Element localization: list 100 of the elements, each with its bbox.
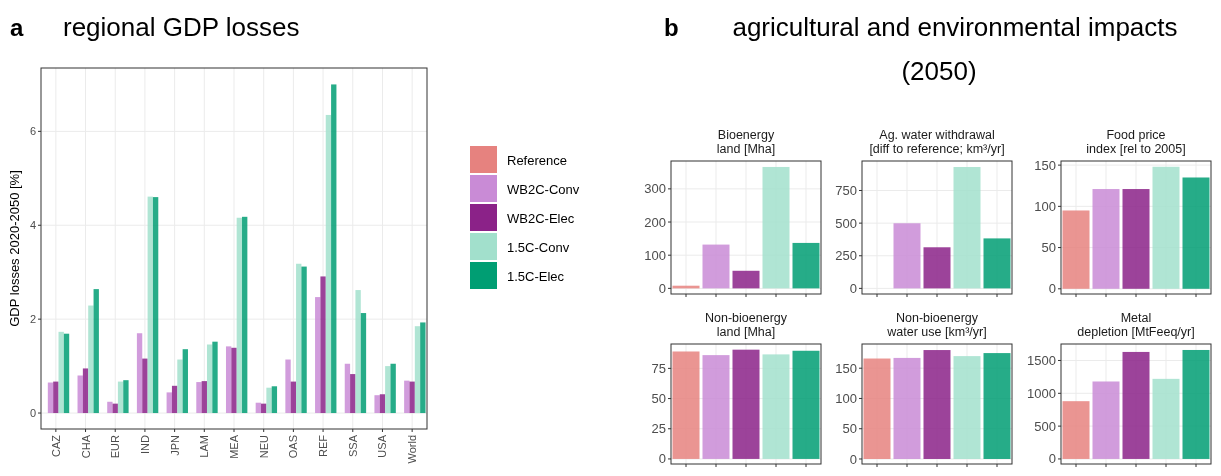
- bar: [1122, 189, 1150, 289]
- chart-title: Food price index [rel to 2005]: [1086, 128, 1186, 156]
- x-tick-label: USA: [376, 434, 389, 458]
- x-tick-label: SSA: [346, 434, 359, 458]
- y-tick-label: 6: [29, 125, 36, 138]
- bar: [58, 331, 64, 414]
- y-tick-label: 150: [835, 360, 857, 376]
- bar: [385, 366, 391, 414]
- bar: [53, 381, 59, 414]
- bar: [123, 380, 129, 414]
- bar: [792, 242, 820, 289]
- x-tick-label: EUR: [109, 434, 122, 459]
- bar: [261, 403, 267, 414]
- bar: [88, 305, 94, 414]
- bar: [166, 392, 172, 414]
- bar: [390, 363, 396, 414]
- y-tick-label: 50: [1041, 240, 1056, 256]
- legend-label: WB2C-Conv: [507, 181, 580, 197]
- bar: [893, 223, 921, 289]
- x-tick-label: LAM: [198, 435, 211, 458]
- bar: [107, 401, 113, 414]
- y-tick-label: 100: [835, 391, 857, 407]
- bar: [325, 114, 332, 414]
- x-tick-label: NEU: [257, 434, 270, 459]
- bar: [82, 368, 89, 414]
- bar: [93, 289, 99, 414]
- text: a: [10, 14, 24, 41]
- y-tick-label: 300: [644, 181, 666, 197]
- bar: [344, 363, 351, 414]
- bar: [201, 381, 207, 414]
- bar: [350, 374, 356, 414]
- bar: [77, 375, 83, 414]
- y-tick-label: 2: [29, 313, 36, 325]
- x-tick-label: OAS: [287, 435, 300, 459]
- chart-title: regional GDP losses: [63, 12, 300, 42]
- y-tick-label: 500: [835, 215, 857, 231]
- x-tick-label: REF: [317, 434, 330, 457]
- y-tick-label: 4: [29, 219, 36, 232]
- bar: [225, 346, 232, 414]
- chart-title: Bioenergy land [Mha]: [716, 128, 776, 156]
- x-tick-label: CAZ: [49, 434, 62, 457]
- bar: [142, 358, 148, 414]
- bar: [182, 349, 188, 414]
- bar: [404, 380, 410, 414]
- bar: [255, 402, 262, 414]
- y-tick-label: 0: [29, 406, 36, 419]
- bar: [420, 322, 426, 414]
- y-tick-label: 1000: [1027, 385, 1056, 401]
- y-tick-label: 0: [1048, 451, 1056, 467]
- bar: [1182, 177, 1210, 289]
- bar: [147, 196, 153, 414]
- bar: [379, 394, 386, 414]
- y-tick-label: 25: [651, 421, 666, 437]
- bar: [374, 395, 380, 414]
- x-tick-label: JPN: [168, 434, 181, 456]
- y-tick-label: 0: [658, 280, 666, 296]
- x-tick-label: CHA: [79, 434, 92, 459]
- x-tick-label: MEA: [228, 434, 240, 459]
- bar: [117, 381, 124, 414]
- y-tick-label: 75: [651, 360, 666, 376]
- bar: [171, 385, 178, 414]
- text: b: [664, 14, 679, 41]
- y-tick-label: 50: [842, 421, 857, 437]
- legend-label: WB2C-Elec: [507, 210, 575, 226]
- bar: [1122, 351, 1150, 459]
- bar: [409, 381, 415, 414]
- bar: [236, 217, 243, 414]
- chart-title: Non-bioenergy land [Mha]: [705, 311, 788, 339]
- y-axis-title: GDP losses 2020-2050 [%]: [7, 170, 22, 327]
- bar: [1092, 381, 1120, 459]
- bar: [414, 326, 421, 414]
- y-tick-label: 1500: [1027, 353, 1056, 369]
- chart-title: Non-bioenergy water use [km³/yr]: [886, 311, 987, 339]
- y-tick-label: 250: [835, 248, 857, 264]
- y-tick-label: 150: [1034, 157, 1056, 173]
- legend-label: 1.5C-Elec: [507, 268, 565, 284]
- bar: [762, 166, 790, 289]
- bar: [702, 244, 730, 289]
- bar: [296, 263, 302, 414]
- bar: [47, 382, 54, 414]
- x-tick-label: IND: [138, 434, 151, 454]
- legend-label: Reference: [507, 152, 567, 168]
- bar: [983, 238, 1011, 289]
- bar: [301, 266, 307, 414]
- bar: [152, 197, 159, 414]
- bar: [290, 381, 297, 414]
- y-tick-label: 0: [849, 280, 857, 296]
- bar: [177, 359, 183, 414]
- bar: [1062, 210, 1090, 289]
- bar: [360, 313, 367, 414]
- bar: [271, 386, 278, 414]
- bar: [1152, 166, 1180, 289]
- y-tick-label: 0: [658, 451, 666, 467]
- bar: [732, 270, 760, 289]
- bar: [112, 403, 118, 414]
- bar: [1182, 349, 1210, 459]
- bar: [923, 247, 951, 289]
- bar: [953, 167, 981, 289]
- bar: [136, 333, 143, 414]
- text: agricultural and environmental impacts (2050): [732, 12, 1178, 86]
